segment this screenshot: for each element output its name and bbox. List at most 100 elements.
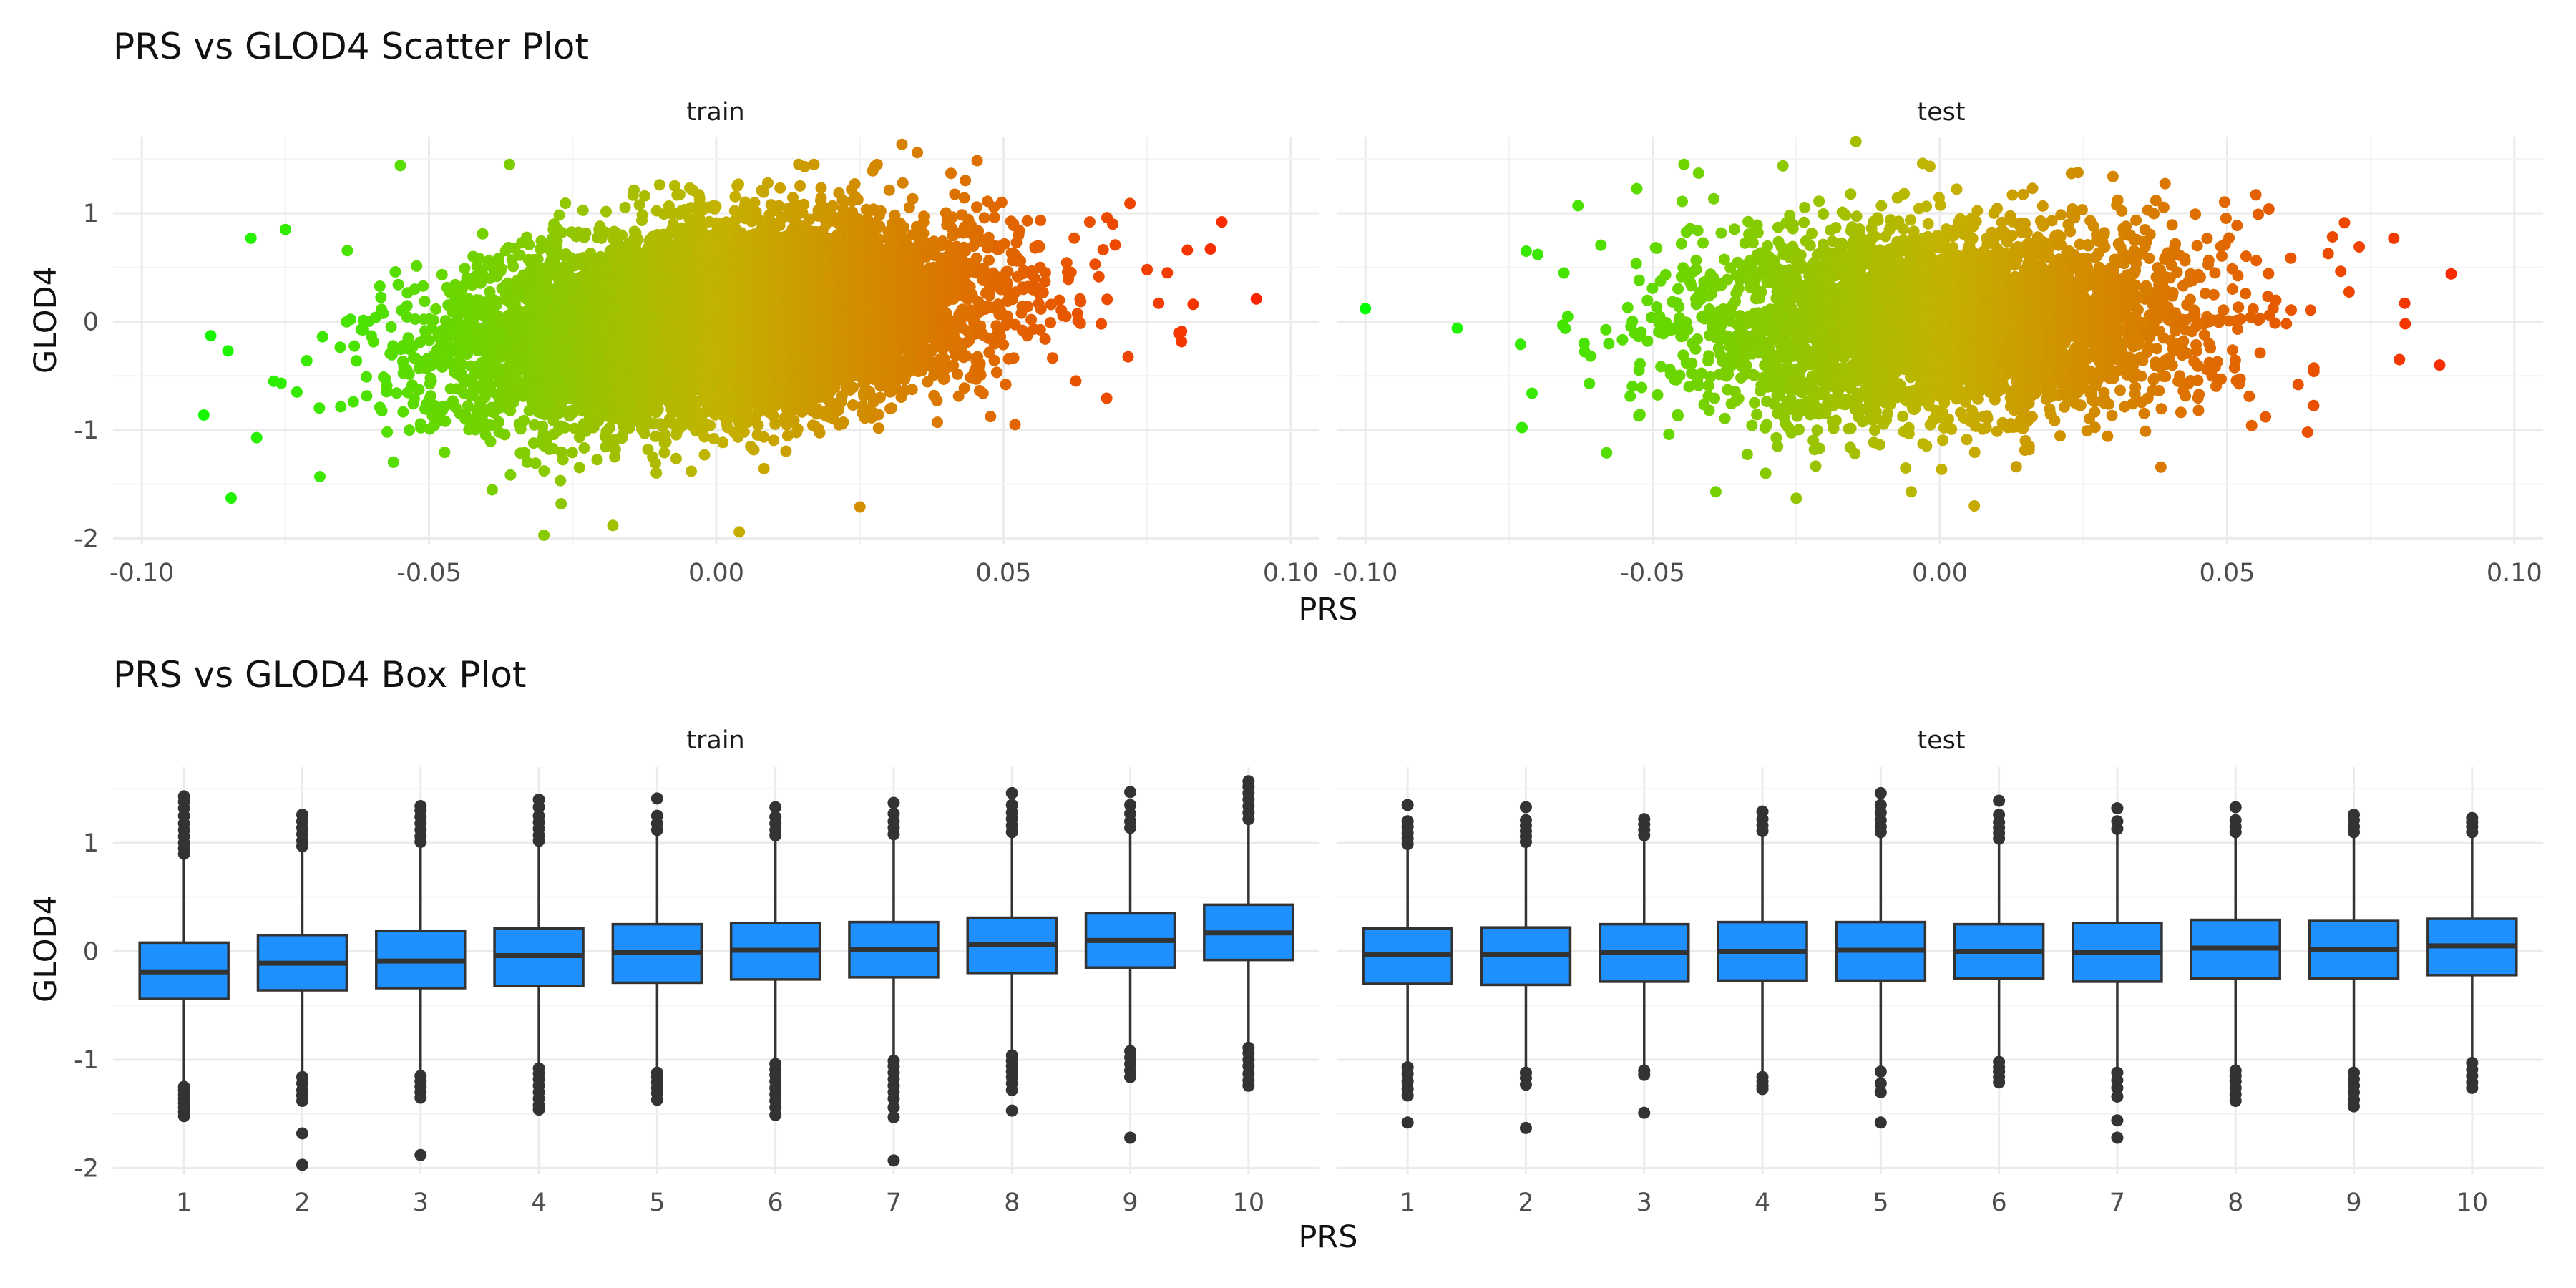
- scatter-point: [316, 331, 328, 343]
- scatter-point: [374, 280, 386, 292]
- scatter-point: [397, 406, 409, 418]
- scatter-point: [313, 402, 326, 414]
- scatter-point: [983, 254, 995, 266]
- scatter-point: [883, 184, 895, 196]
- scatter-point: [367, 336, 379, 348]
- scatter-point: [578, 442, 590, 454]
- scatter-point: [493, 426, 505, 438]
- scatter-point: [945, 167, 957, 180]
- scatter-title: PRS vs GLOD4 Scatter Plot: [113, 26, 589, 67]
- scatter-point: [225, 492, 237, 504]
- scatter-point: [698, 449, 711, 461]
- scatter-point: [1093, 270, 1105, 283]
- scatter-point: [391, 387, 403, 399]
- scatter-point: [774, 182, 786, 194]
- scatter-point: [537, 421, 549, 433]
- scatter-point: [1000, 379, 1012, 391]
- scatter-point: [758, 462, 770, 474]
- scatter-point: [301, 355, 313, 366]
- scatter-point: [619, 201, 631, 213]
- scatter-point: [514, 447, 527, 459]
- scatter-point: [972, 351, 984, 363]
- scatter-point: [566, 447, 578, 459]
- scatter-point: [436, 268, 448, 280]
- scatter-point: [729, 190, 741, 203]
- scatter-point: [922, 376, 934, 388]
- scatter-point: [693, 208, 705, 220]
- scatter-point: [439, 447, 451, 459]
- scatter-point: [956, 209, 968, 221]
- x-tick-label: -0.05: [396, 559, 462, 587]
- scatter-point: [591, 454, 603, 466]
- scatter-point: [1101, 293, 1113, 306]
- scatter-point: [477, 228, 489, 240]
- scatter-point: [1068, 232, 1080, 244]
- scatter-point: [897, 177, 909, 189]
- scatter-points: [197, 138, 1262, 541]
- scatter-point: [849, 178, 861, 190]
- y-tick-label: 0: [83, 308, 99, 336]
- scatter-point: [628, 184, 640, 196]
- scatter-point: [686, 465, 697, 477]
- scatter-point: [361, 371, 372, 383]
- scatter-point: [479, 429, 492, 441]
- scatter-point: [577, 204, 589, 216]
- scatter-point: [444, 383, 457, 395]
- scatter-point: [430, 303, 442, 315]
- scatter-strip-train: train: [686, 98, 744, 127]
- scatter-point: [404, 424, 416, 436]
- scatter-point: [1039, 275, 1051, 288]
- scatter-panel-train: -0.10 -0.05 0.00 0.05 0.10 -2 -1 0 1: [74, 137, 1319, 587]
- scatter-point: [650, 467, 663, 479]
- scatter-point: [197, 409, 210, 421]
- scatter-point: [423, 334, 435, 346]
- scatter-point: [708, 433, 720, 444]
- scatter-point: [717, 436, 729, 449]
- scatter-strip-test: test: [1917, 98, 1965, 127]
- scatter-point: [961, 336, 973, 348]
- scatter-point: [361, 390, 373, 402]
- y-tick-label: 1: [83, 200, 99, 228]
- x-tick-label: -0.10: [109, 559, 175, 587]
- scatter-point: [341, 245, 353, 257]
- scatter-point: [636, 215, 648, 226]
- scatter-point: [600, 441, 612, 453]
- scatter-point: [553, 209, 565, 221]
- scatter-point: [1035, 303, 1047, 315]
- scatter-point: [347, 396, 359, 408]
- scatter-point: [385, 321, 397, 333]
- scatter-point: [1039, 333, 1051, 345]
- scatter-point: [1101, 392, 1113, 404]
- scatter-point: [815, 182, 827, 194]
- scatter-point: [1025, 313, 1038, 326]
- scatter-point: [504, 469, 517, 481]
- scatter-point: [527, 437, 540, 449]
- scatter-point: [949, 188, 961, 200]
- scatter-point: [351, 355, 363, 367]
- scatter-point: [411, 260, 423, 272]
- scatter-point: [668, 180, 680, 192]
- scatter-point: [1045, 317, 1056, 328]
- scatter-point: [988, 211, 1000, 223]
- scatter-point: [425, 375, 437, 387]
- x-tick-label: 0.10: [1263, 559, 1319, 587]
- scatter-point: [1008, 352, 1020, 364]
- scatter-point: [335, 401, 347, 413]
- scatter-point: [513, 418, 525, 430]
- y-tick-label: -1: [74, 416, 99, 445]
- scatter-point: [467, 250, 479, 263]
- scatter-point: [974, 385, 985, 396]
- scatter-point: [781, 429, 794, 441]
- scatter-point: [958, 192, 970, 204]
- y-tick-label: -2: [74, 525, 99, 553]
- scatter-point: [1089, 258, 1101, 270]
- scatter-point: [780, 445, 792, 457]
- scatter-point: [833, 187, 845, 199]
- scatter-point: [387, 456, 399, 468]
- scatter-point: [982, 242, 993, 254]
- scatter-point: [375, 291, 387, 303]
- x-tick-label: 0.00: [688, 559, 744, 587]
- x-tick-label: 0.05: [975, 559, 1031, 587]
